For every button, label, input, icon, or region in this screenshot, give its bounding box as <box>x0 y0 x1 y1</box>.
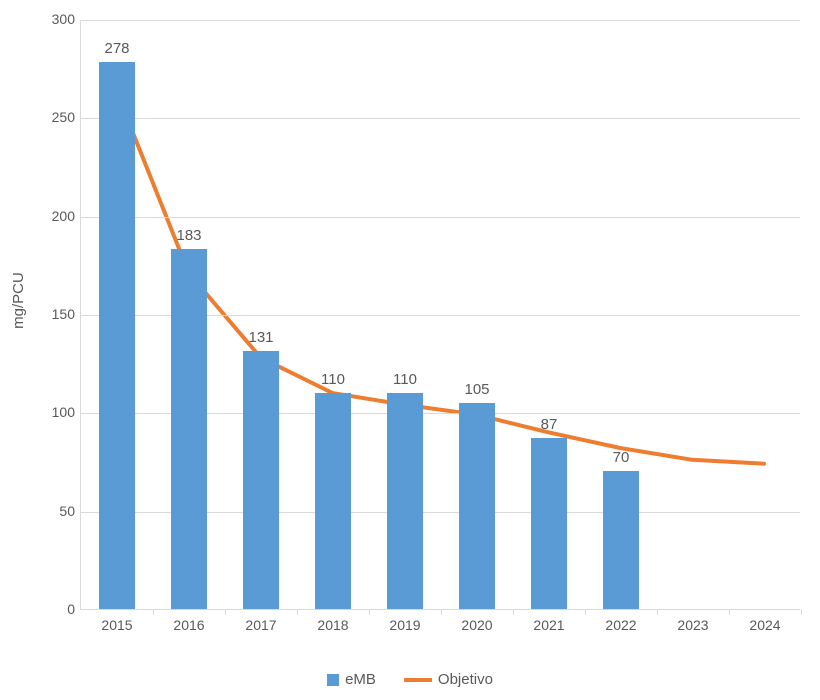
x-tick-label: 2023 <box>677 609 708 633</box>
y-axis-title: mg/PCU <box>10 272 27 329</box>
bar-value-label: 278 <box>104 40 129 57</box>
bar-value-label: 183 <box>176 227 201 244</box>
x-tick <box>369 609 370 615</box>
y-tick-label: 300 <box>52 11 81 27</box>
x-tick-label: 2021 <box>533 609 564 633</box>
x-tick <box>729 609 730 615</box>
gridline <box>81 217 800 218</box>
y-tick-label: 250 <box>52 109 81 125</box>
bar: 110 <box>387 393 423 609</box>
legend-label-emb: eMB <box>345 671 376 688</box>
x-tick-label: 2020 <box>461 609 492 633</box>
y-tick-label: 200 <box>52 208 81 224</box>
x-tick <box>657 609 658 615</box>
legend: eMB Objetivo <box>0 671 820 688</box>
x-tick <box>297 609 298 615</box>
plot-area: 0501001502002503002782015183201613120171… <box>80 20 800 610</box>
x-tick-label: 2015 <box>101 609 132 633</box>
gridline <box>81 118 800 119</box>
x-tick <box>441 609 442 615</box>
bar: 70 <box>603 471 639 609</box>
y-tick-label: 50 <box>59 503 81 519</box>
y-axis-title-container: mg/PCU <box>6 0 30 600</box>
y-tick-label: 100 <box>52 404 81 420</box>
bar: 131 <box>243 351 279 609</box>
legend-item-emb: eMB <box>327 671 376 688</box>
bar-value-label: 70 <box>613 449 630 466</box>
bar: 278 <box>99 62 135 609</box>
legend-swatch-bar-icon <box>327 674 339 686</box>
legend-label-objetivo: Objetivo <box>438 671 493 688</box>
bar: 110 <box>315 393 351 609</box>
legend-item-objetivo: Objetivo <box>404 671 493 688</box>
bar: 87 <box>531 438 567 609</box>
bar-value-label: 110 <box>393 371 417 388</box>
x-tick-label: 2019 <box>389 609 420 633</box>
chart-container: mg/PCU 050100150200250300278201518320161… <box>0 0 820 700</box>
y-tick-label: 150 <box>52 306 81 322</box>
bar-value-label: 87 <box>541 416 558 433</box>
x-tick <box>225 609 226 615</box>
bar: 183 <box>171 249 207 609</box>
bar-value-label: 105 <box>464 381 489 398</box>
bar-value-label: 110 <box>321 371 345 388</box>
legend-swatch-line-icon <box>404 678 432 682</box>
y-tick-label: 0 <box>67 601 81 617</box>
x-tick-label: 2017 <box>245 609 276 633</box>
x-tick-label: 2018 <box>317 609 348 633</box>
gridline <box>81 20 800 21</box>
x-tick-label: 2024 <box>749 609 780 633</box>
x-tick <box>801 609 802 615</box>
x-tick-label: 2016 <box>173 609 204 633</box>
bar: 105 <box>459 403 495 610</box>
x-tick <box>585 609 586 615</box>
x-tick <box>513 609 514 615</box>
bar-value-label: 131 <box>248 329 273 346</box>
x-tick <box>153 609 154 615</box>
x-tick-label: 2022 <box>605 609 636 633</box>
